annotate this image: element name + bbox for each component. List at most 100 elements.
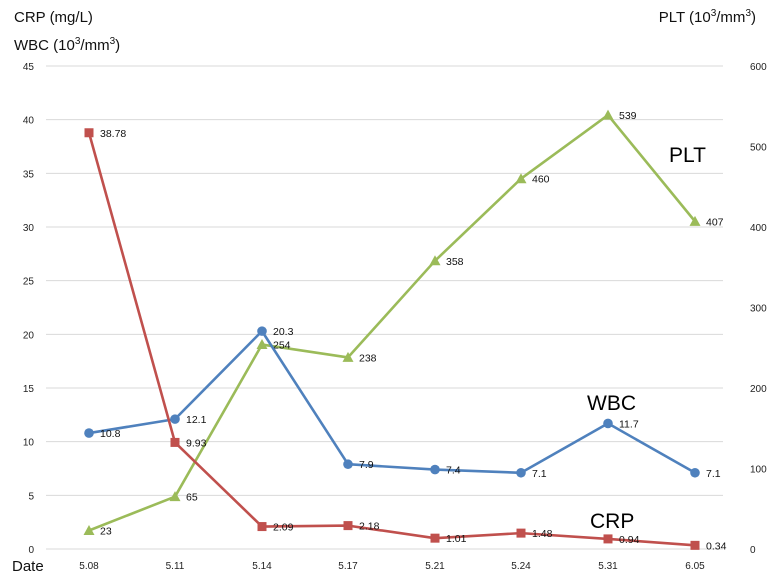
data-label-plt: 407 — [706, 216, 724, 228]
left-tick-label: 30 — [23, 223, 35, 234]
left-axis-title-wbc-suffix: ) — [115, 37, 120, 54]
series-tag-wbc: WBC — [587, 392, 636, 415]
left-tick-label: 5 — [28, 491, 34, 502]
left-axis-title-crp: CRP (mg/L) — [14, 9, 93, 26]
left-tick-label: 15 — [23, 384, 35, 395]
data-label-crp: 0.34 — [706, 540, 727, 552]
left-tick-label: 20 — [23, 330, 35, 341]
data-point-plt — [83, 524, 95, 535]
data-point-wbc — [84, 428, 94, 438]
data-label-wbc: 20.3 — [273, 326, 294, 338]
data-label-crp: 1.01 — [446, 533, 467, 545]
x-tick-label: 5.11 — [166, 561, 185, 572]
series-tag-plt: PLT — [669, 144, 706, 167]
data-label-wbc: 7.1 — [532, 468, 547, 480]
data-label-wbc: 7.4 — [446, 465, 461, 477]
data-label-plt: 238 — [359, 352, 377, 364]
x-tick-label: 5.08 — [79, 561, 99, 572]
data-point-crp — [603, 534, 613, 544]
data-label-crp: 2.09 — [273, 522, 294, 534]
right-tick-label: 300 — [750, 304, 767, 315]
series-plt: 23 65 254 238 358 460 539 407 — [83, 109, 724, 537]
data-label-crp: 1.48 — [532, 528, 553, 540]
right-axis-ticks: 0 100 200 300 400 500 600 — [750, 62, 767, 556]
data-label-wbc: 10.8 — [100, 428, 121, 440]
left-tick-label: 45 — [23, 62, 35, 73]
x-tick-label: 6.05 — [685, 561, 705, 572]
right-axis-title-sup: 3 — [711, 8, 717, 19]
data-label-crp: 38.78 — [100, 128, 126, 140]
left-tick-label: 40 — [23, 116, 35, 127]
right-axis-title-sup2: 3 — [745, 8, 751, 19]
data-point-plt — [689, 215, 701, 226]
data-point-wbc — [516, 467, 526, 478]
data-label-crp: 0.94 — [619, 534, 640, 546]
data-label-wbc: 7.1 — [706, 468, 721, 480]
series-wbc: 10.8 12.1 20.3 7.9 7.4 7.1 11.7 7.1 — [84, 326, 721, 480]
series-line-crp — [87, 132, 696, 547]
left-tick-label: 35 — [23, 169, 35, 180]
data-label-plt: 460 — [532, 174, 550, 186]
data-point-plt — [515, 173, 527, 184]
left-axis-title-wbc: WBC (103/mm3) — [14, 36, 120, 54]
x-tick-label: 5.17 — [338, 561, 358, 572]
left-tick-label: 10 — [23, 438, 35, 449]
data-label-plt: 65 — [186, 492, 198, 504]
data-point-plt — [256, 339, 268, 350]
series-crp: 38.78 9.93 2.09 2.18 1.01 1.48 0.94 0.34 — [84, 128, 727, 552]
data-point-crp — [430, 533, 440, 543]
right-tick-label: 600 — [750, 62, 767, 73]
left-axis-title-wbc-unit: /mm — [80, 37, 109, 54]
series-line-plt — [88, 113, 697, 532]
right-axis-title-prefix: PLT (10 — [659, 9, 711, 26]
left-axis-ticks: 0 5 10 15 20 25 30 35 40 45 — [23, 62, 35, 556]
x-tick-label: 5.21 — [425, 561, 445, 572]
data-point-wbc — [343, 459, 353, 470]
x-axis-title: Date — [12, 558, 44, 575]
right-axis-title-suffix: ) — [751, 9, 756, 26]
data-point-plt — [169, 491, 181, 502]
data-label-crp: 9.93 — [186, 437, 207, 449]
data-point-plt — [602, 109, 614, 120]
data-point-wbc — [257, 326, 267, 336]
right-axis-title-plt: PLT (103/mm3) — [659, 8, 756, 26]
x-axis-ticks: 5.08 5.11 5.14 5.17 5.21 5.24 5.31 6.05 — [79, 561, 705, 572]
data-point-wbc — [603, 418, 613, 429]
data-label-wbc: 12.1 — [186, 414, 207, 426]
data-label-plt: 254 — [273, 340, 291, 352]
x-tick-label: 5.14 — [252, 561, 272, 572]
left-axis-title-wbc-sup: 3 — [75, 36, 81, 47]
data-label-plt: 539 — [619, 110, 637, 122]
left-axis-title-wbc-prefix: WBC (10 — [14, 37, 75, 54]
data-point-wbc — [430, 464, 440, 475]
right-tick-label: 200 — [750, 384, 767, 395]
data-point-wbc — [690, 467, 700, 478]
series-line-wbc — [88, 329, 696, 475]
data-point-crp — [170, 437, 180, 447]
series-tag-crp: CRP — [590, 510, 634, 533]
data-point-crp — [84, 128, 94, 138]
right-tick-label: 0 — [750, 545, 756, 556]
data-point-plt — [342, 351, 354, 362]
data-point-crp — [690, 540, 700, 550]
right-tick-label: 400 — [750, 223, 767, 234]
data-label-plt: 358 — [446, 256, 464, 268]
left-axis-title-wbc-sup2: 3 — [110, 36, 116, 47]
data-label-plt: 23 — [100, 525, 112, 537]
left-tick-label: 0 — [28, 545, 34, 556]
data-point-wbc — [170, 414, 180, 424]
data-point-plt — [429, 255, 441, 266]
x-tick-label: 5.31 — [598, 561, 618, 572]
left-tick-label: 25 — [23, 277, 35, 288]
gridlines — [46, 65, 723, 550]
series-layer: 23 65 254 238 358 460 539 407 10.8 12.1 20.3 7.9 7.4… — [83, 109, 727, 552]
data-point-crp — [516, 528, 526, 538]
x-tick-label: 5.24 — [511, 561, 531, 572]
data-label-wbc: 7.9 — [359, 459, 374, 471]
right-axis-title-unit: /mm — [716, 9, 745, 26]
data-label-wbc: 11.7 — [619, 418, 639, 430]
data-label-crp: 2.18 — [359, 521, 380, 533]
data-point-crp — [343, 521, 353, 531]
data-point-crp — [257, 522, 267, 532]
